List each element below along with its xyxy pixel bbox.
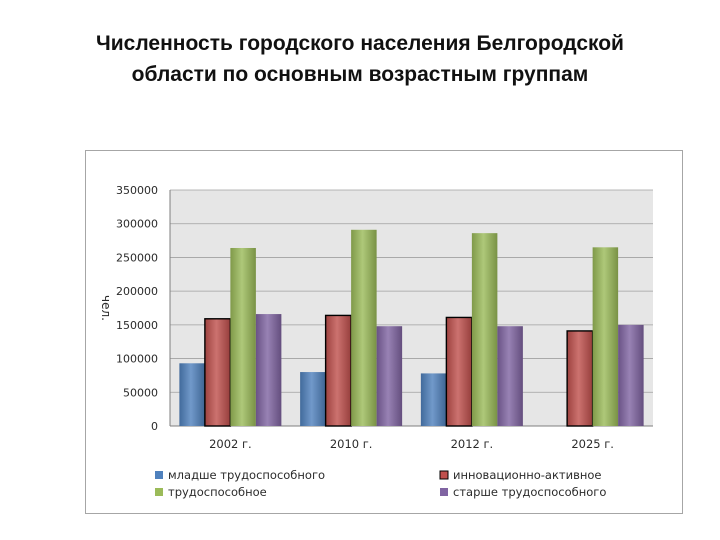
x-category-label: 2012 г. — [451, 437, 494, 451]
y-axis-label: чел. — [99, 295, 113, 321]
legend-label: старше трудоспособного — [453, 485, 606, 499]
legend-swatch — [439, 470, 449, 480]
x-category-label: 2010 г. — [330, 437, 373, 451]
bar-трудоспособное-3 — [592, 247, 619, 426]
title-line-1: Численность городского населения Белгоро… — [96, 32, 624, 55]
legend-label: инновационно-активное — [453, 468, 602, 482]
y-tick-label: 0 — [151, 420, 158, 433]
y-tick-label: 350000 — [116, 184, 158, 197]
x-category-label: 2025 г. — [571, 437, 614, 451]
bar-инновационно-активное-3 — [566, 330, 594, 427]
y-tick-label: 300000 — [116, 218, 158, 231]
y-tick-label: 200000 — [116, 285, 158, 298]
bar-трудоспособное-2 — [471, 233, 498, 426]
bar-старше-трудоспособного-0 — [255, 314, 282, 426]
bar-младше-трудоспособного-1 — [300, 372, 326, 426]
legend-swatch — [155, 471, 163, 479]
bar-трудоспособное-0 — [230, 247, 256, 426]
y-tick-label: 150000 — [116, 319, 158, 332]
legend-swatch — [440, 488, 448, 496]
x-category-label: 2002 г. — [209, 437, 252, 451]
bar-младше-трудоспособного-2 — [420, 373, 447, 426]
title-line-2: области по основным возрастным группам — [131, 63, 589, 86]
y-tick-label: 100000 — [116, 353, 158, 366]
legend-label: младше трудоспособного — [168, 468, 325, 482]
bar-инновационно-активное-2 — [445, 316, 473, 427]
y-tick-label: 250000 — [116, 251, 158, 264]
bar-трудоспособное-1 — [351, 229, 377, 426]
legend-label: трудоспособное — [168, 485, 267, 499]
bar-старше-трудоспособного-2 — [497, 326, 523, 426]
bar-младше-трудоспособного-0 — [179, 363, 205, 426]
bar-инновационно-активное-1 — [324, 314, 352, 427]
slide-title: Численность городского населения Белгоро… — [20, 28, 700, 90]
bar-инновационно-активное-0 — [204, 318, 232, 427]
bar-старше-трудоспособного-3 — [618, 324, 644, 426]
y-tick-label: 50000 — [123, 386, 158, 399]
bar-старше-трудоспособного-1 — [376, 326, 403, 426]
legend-swatch — [155, 488, 163, 496]
